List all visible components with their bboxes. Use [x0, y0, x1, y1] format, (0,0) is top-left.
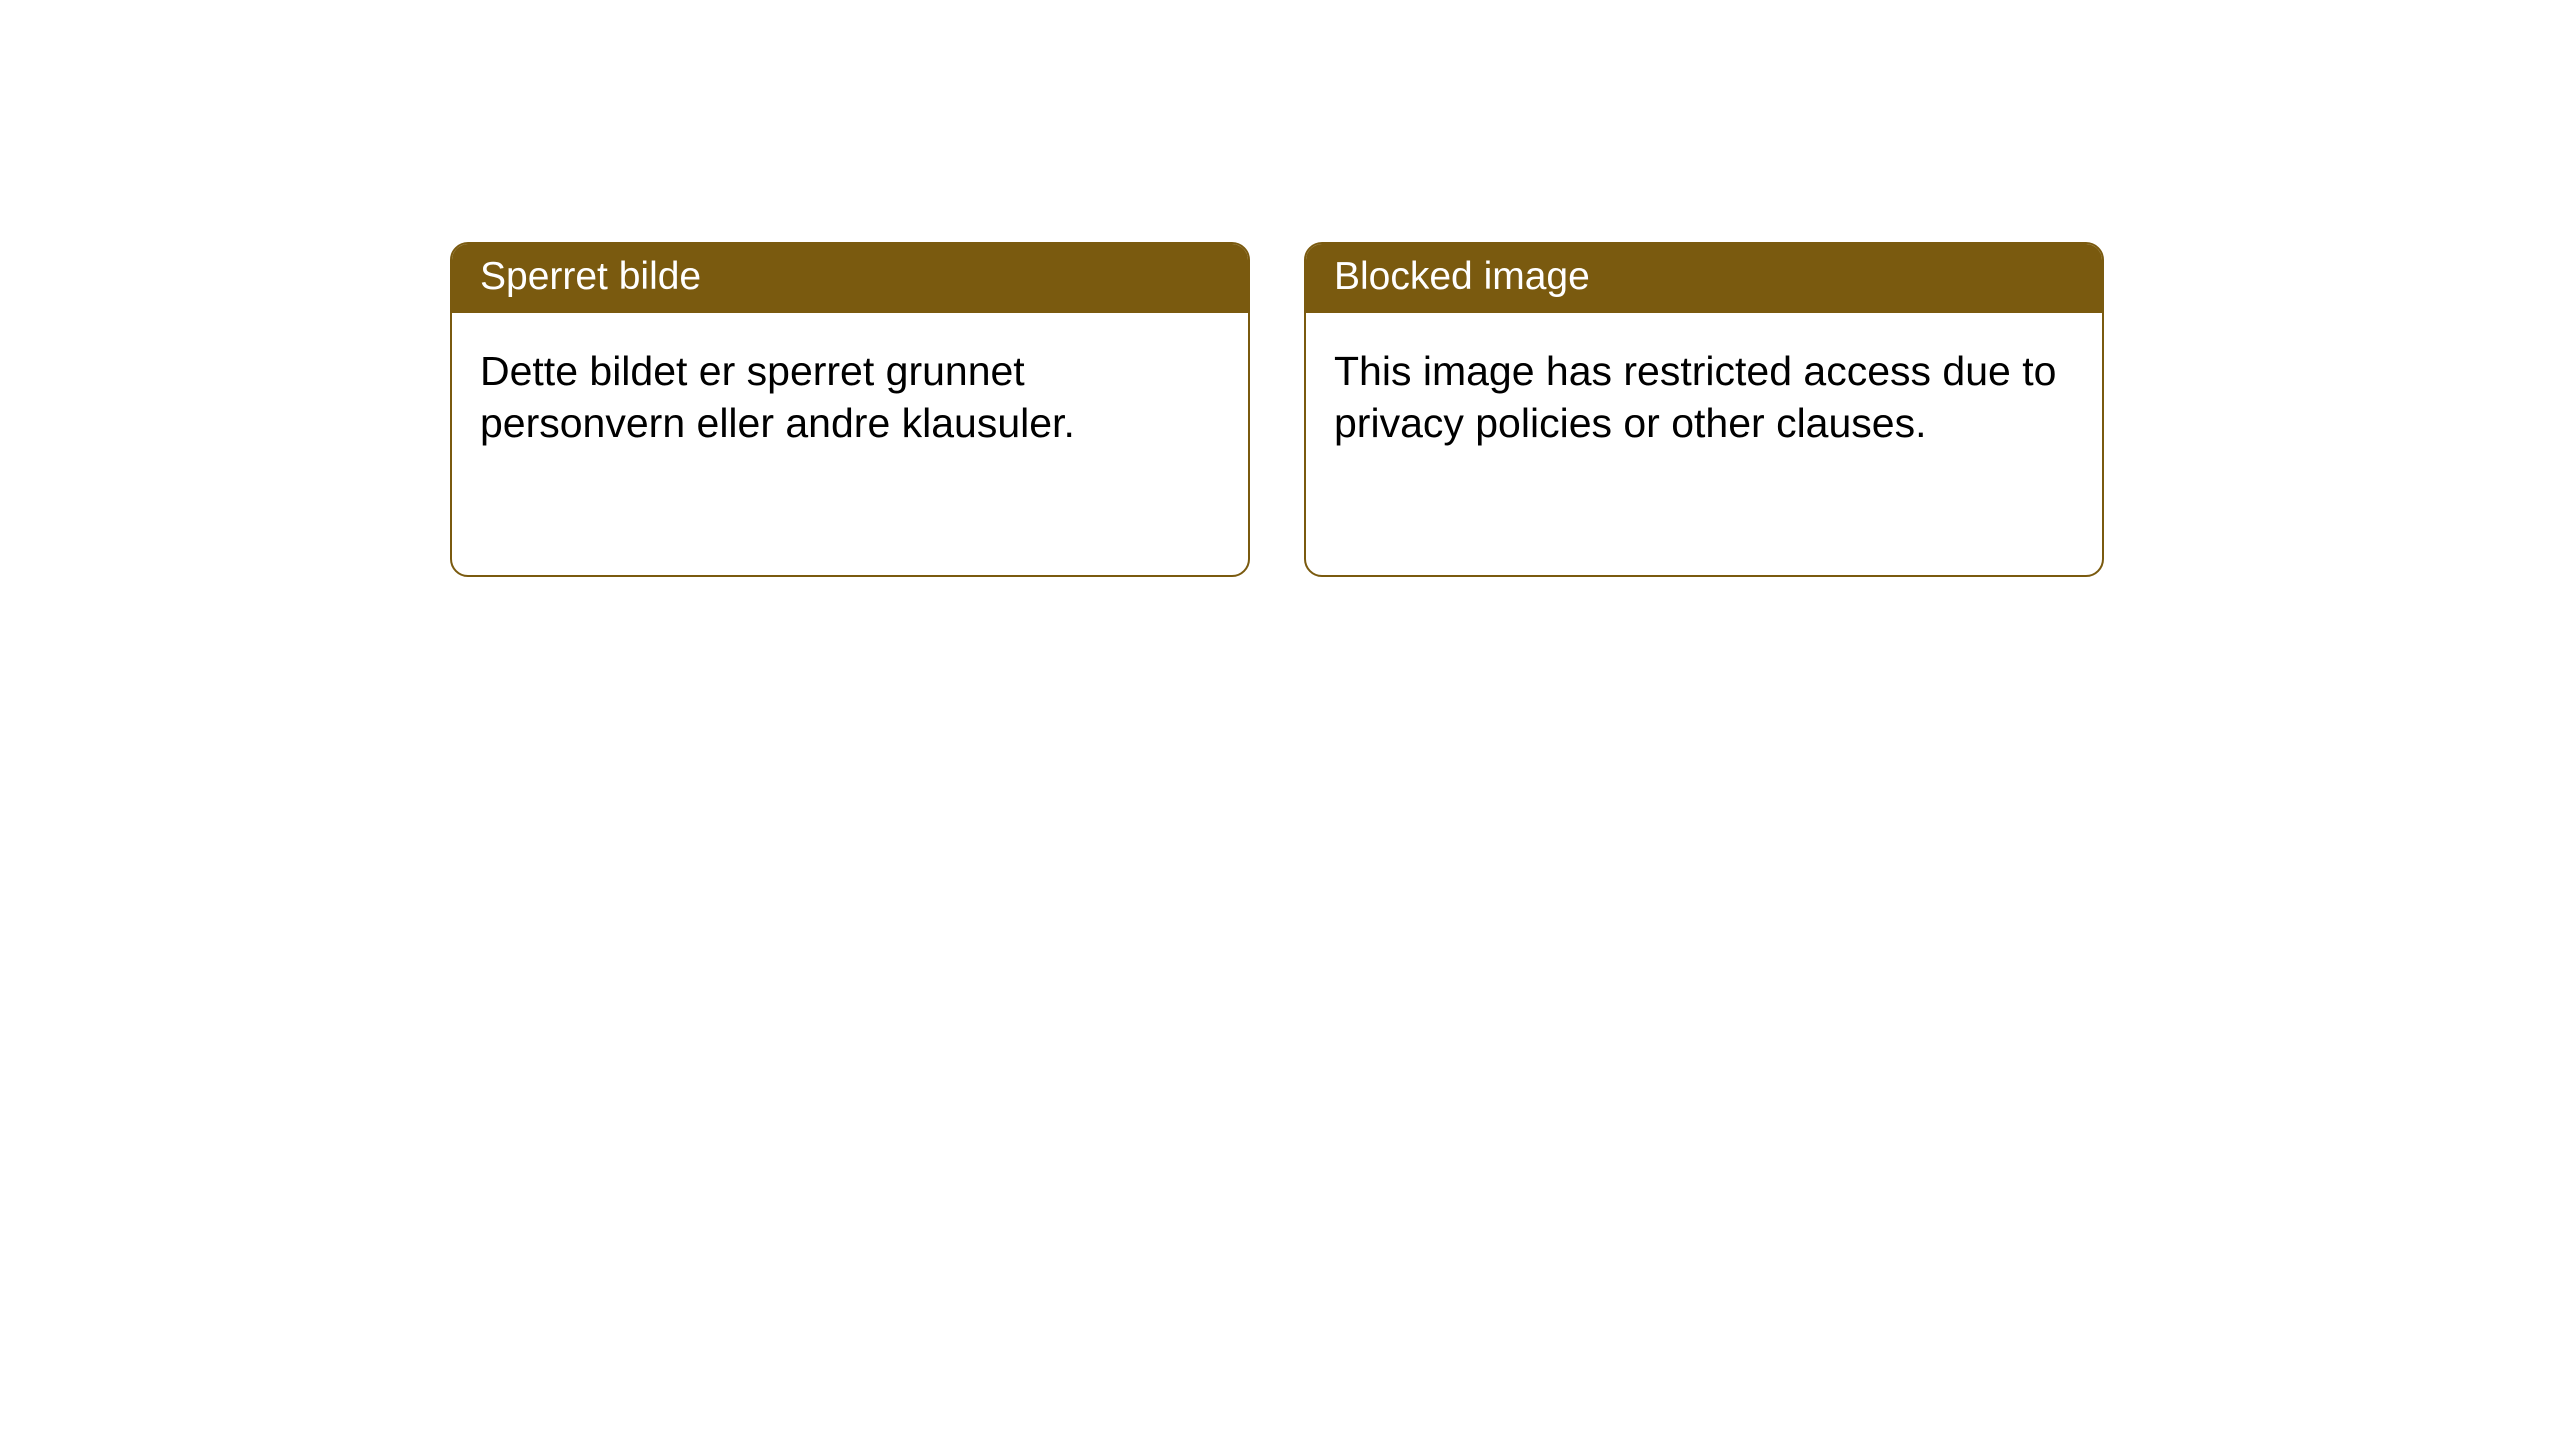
notice-card-title: Sperret bilde	[480, 255, 701, 298]
notice-cards-container: Sperret bilde Dette bildet er sperret gr…	[450, 242, 2104, 577]
notice-card-message: Dette bildet er sperret grunnet personve…	[480, 348, 1075, 446]
notice-card-english: Blocked image This image has restricted …	[1304, 242, 2104, 577]
notice-card-body: Dette bildet er sperret grunnet personve…	[452, 313, 1248, 482]
notice-card-message: This image has restricted access due to …	[1334, 348, 2056, 446]
notice-card-title: Blocked image	[1334, 255, 1590, 298]
notice-card-header: Sperret bilde	[452, 244, 1248, 313]
notice-card-norwegian: Sperret bilde Dette bildet er sperret gr…	[450, 242, 1250, 577]
notice-card-body: This image has restricted access due to …	[1306, 313, 2102, 482]
notice-card-header: Blocked image	[1306, 244, 2102, 313]
